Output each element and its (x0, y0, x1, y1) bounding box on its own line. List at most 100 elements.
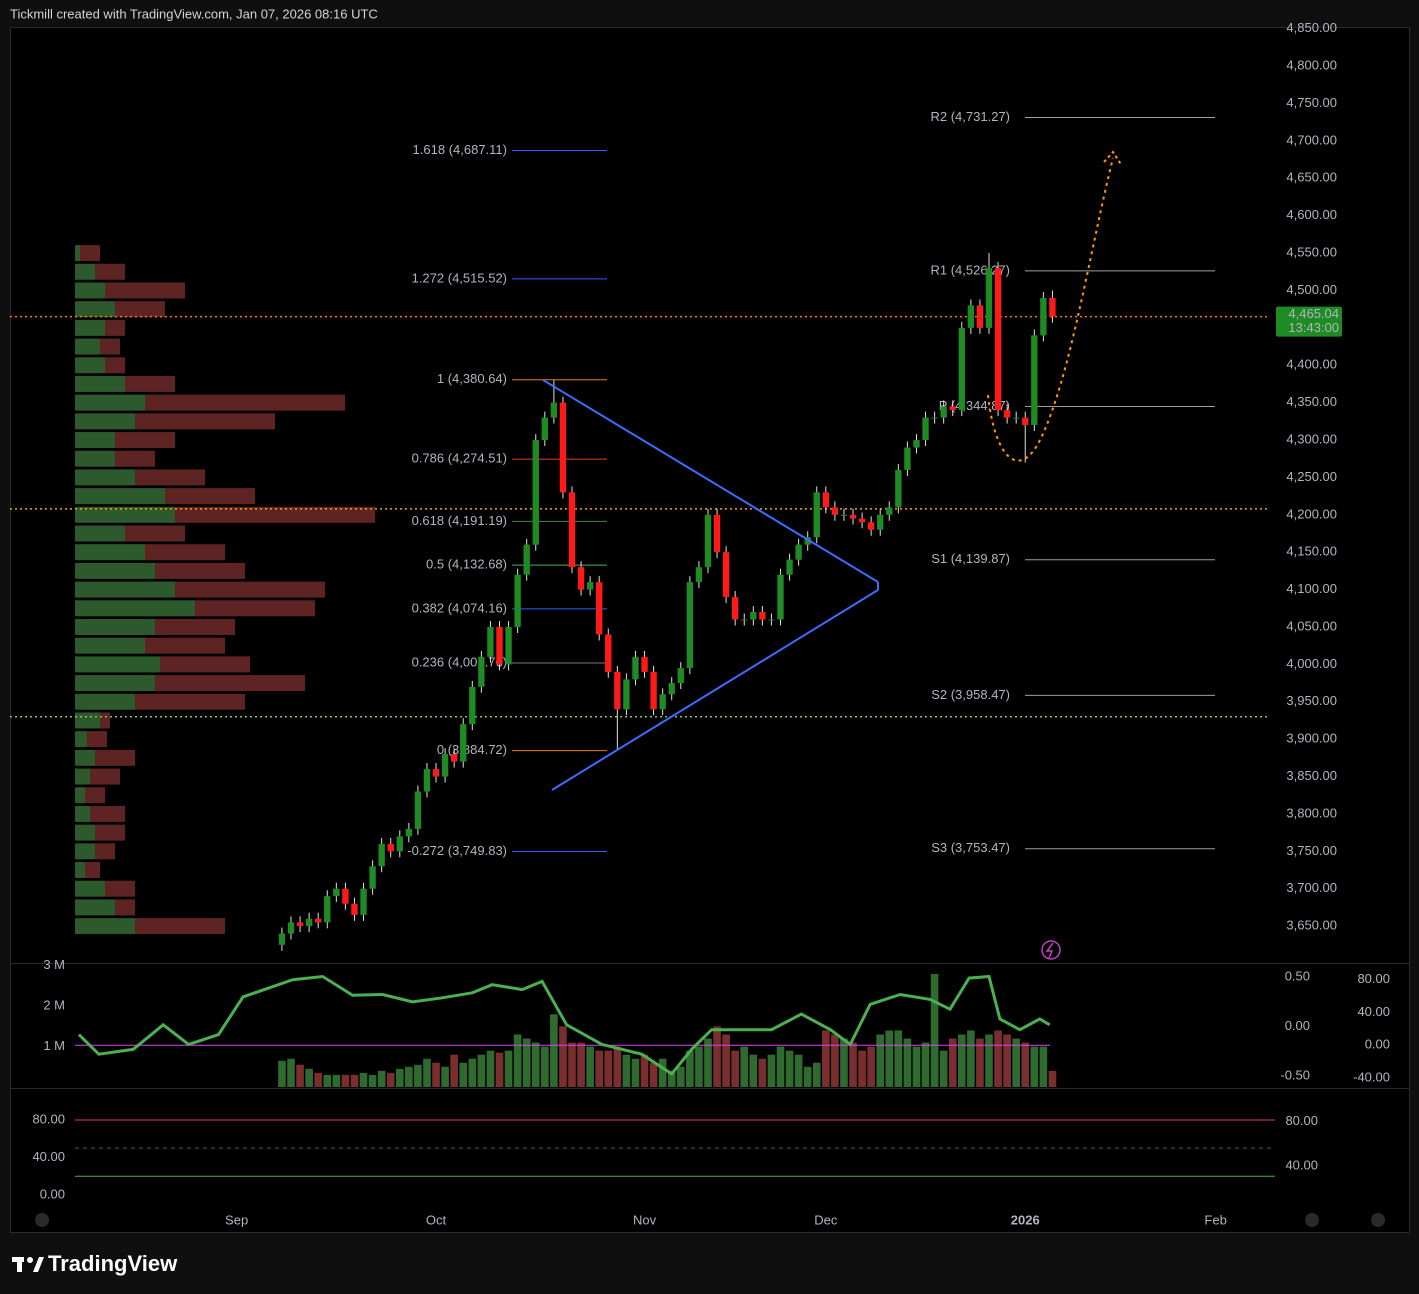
profile-up (75, 301, 115, 318)
profile-up (75, 656, 160, 673)
y-tick-label: 3,700.00 (1286, 880, 1337, 895)
candle-body (722, 552, 730, 598)
y-tick-label: 0.00 (40, 1186, 65, 1201)
y2-tick-label: 40.00 (1285, 1158, 1318, 1173)
candle-body (886, 507, 893, 515)
y3-tick-label: 80.00 (1357, 971, 1390, 986)
y3-tick-label: 40.00 (1357, 1004, 1390, 1019)
profile-up (75, 432, 115, 449)
volume-bar (885, 1030, 894, 1087)
volume-bar (278, 1060, 286, 1087)
auto-button[interactable] (1305, 1213, 1319, 1227)
profile-down (105, 880, 135, 897)
lightning-icon[interactable] (1041, 940, 1061, 960)
candle-body (822, 492, 829, 508)
volume-bar (631, 1058, 640, 1087)
volume-bar (377, 1070, 386, 1087)
fib-label: 0.5 (4,132.68) (426, 557, 507, 572)
candle-body (305, 918, 313, 927)
candle-body (958, 327, 965, 411)
candle-body (387, 843, 394, 852)
y-tick-label: 4,650.00 (1286, 170, 1337, 185)
volume-bar (713, 1026, 721, 1087)
profile-up (75, 506, 175, 523)
x-tick-label: 2026 (1011, 1212, 1040, 1227)
y2-tick-label: 0.00 (1285, 1018, 1310, 1033)
candle-body (1040, 297, 1047, 336)
candle-body (659, 694, 666, 710)
volume-bar (758, 1058, 767, 1087)
profile-down (100, 712, 110, 729)
candle-body (877, 514, 884, 530)
volume-bar (368, 1074, 377, 1087)
x-tick-label: Oct (426, 1212, 447, 1227)
y2-tick-label: 0.50 (1285, 968, 1310, 983)
candle-body (668, 683, 675, 695)
candle-body (414, 791, 422, 829)
y-tick-label: 4,000.00 (1286, 656, 1337, 671)
profile-down (125, 375, 175, 392)
y-tick-label: 2 M (43, 998, 65, 1013)
candle-body (732, 597, 739, 620)
candle-body (460, 724, 467, 762)
profile-up (75, 637, 145, 654)
zoom-button[interactable] (35, 1213, 49, 1227)
candle-body (469, 686, 476, 725)
volume-bar (450, 1054, 458, 1087)
profile-down (115, 432, 175, 449)
scale-button[interactable] (1371, 1213, 1385, 1227)
profile-down (85, 862, 100, 879)
candle-body (650, 671, 657, 710)
candle-body (596, 582, 603, 635)
volume-bar (350, 1074, 359, 1087)
volume-bar (794, 1054, 803, 1087)
candle-body (278, 933, 286, 945)
profile-up (75, 338, 100, 355)
profile-down (135, 918, 225, 935)
profile-down (165, 488, 255, 505)
profile-up (75, 862, 85, 879)
profile-up (75, 544, 145, 561)
candle-body (550, 402, 558, 418)
candle-body (1003, 410, 1011, 418)
y-tick-label: 80.00 (32, 1111, 65, 1126)
profile-up (75, 263, 95, 280)
candle-body (532, 440, 539, 545)
volume-bar (731, 1050, 739, 1087)
profile-up (75, 245, 80, 262)
volume-bar (939, 1050, 948, 1087)
candle-body (451, 754, 458, 762)
volume-bar (803, 1066, 812, 1087)
volume-bar (531, 1042, 540, 1087)
profile-down (155, 675, 305, 692)
candle-body (523, 544, 530, 575)
profile-down (115, 450, 155, 467)
candle-body (287, 922, 295, 934)
oscillator-line (77, 974, 1051, 1076)
profile-up (75, 469, 135, 486)
volume-bar (649, 1062, 658, 1087)
fib-label: 1 (4,380.64) (437, 371, 507, 386)
x-tick-label: Feb (1204, 1212, 1226, 1227)
profile-up (75, 824, 95, 841)
candle-body (496, 626, 503, 665)
profile-up (75, 581, 175, 598)
volume-bar (359, 1072, 368, 1087)
volume-bar (386, 1072, 395, 1087)
candle-body (315, 918, 322, 923)
volume-bar (849, 1042, 857, 1087)
volume-bar (459, 1062, 468, 1087)
profile-down (145, 394, 345, 411)
y-tick-label: 4,300.00 (1286, 431, 1337, 446)
profile-down (125, 525, 185, 542)
candle-body (786, 559, 793, 575)
volume-bar (495, 1052, 504, 1087)
profile-up (75, 357, 105, 374)
volume-bar (522, 1038, 531, 1087)
profile-up (75, 843, 95, 860)
candle-body (849, 514, 857, 519)
fib-label: -0.272 (3,749.83) (407, 843, 507, 858)
profile-up (75, 693, 135, 710)
volume-bar (504, 1050, 513, 1087)
